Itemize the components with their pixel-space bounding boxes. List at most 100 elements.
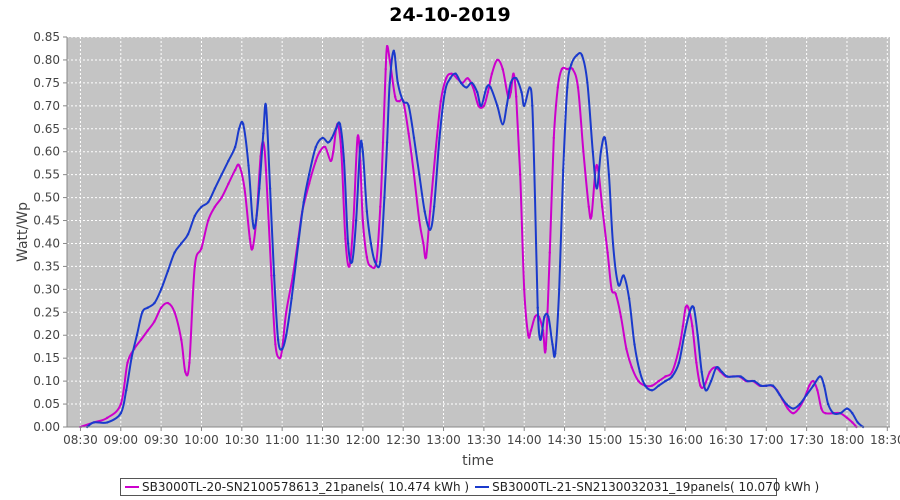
series-2-point [575, 54, 578, 57]
series-1-point [614, 292, 617, 296]
series-1-point [381, 141, 385, 144]
series-2-point [785, 402, 788, 406]
x-tick-label: 16:00 [668, 433, 703, 447]
series-2-point [856, 421, 859, 424]
series-1-point [576, 86, 580, 89]
series-2-point [220, 173, 223, 176]
series-2-point [759, 384, 763, 387]
series-2-point [839, 412, 842, 415]
series-2-point [704, 389, 707, 392]
series-2-point [670, 375, 674, 378]
series-2-point [539, 338, 542, 341]
series-2-point [258, 187, 261, 190]
series-2-point [264, 104, 268, 108]
series-2-point [683, 334, 686, 337]
series-1-point [227, 182, 230, 185]
x-tick-label: 12:30 [386, 433, 421, 447]
series-1-point [106, 416, 109, 419]
y-tick-label: 0.45 [33, 214, 60, 228]
series-1-point [146, 329, 149, 332]
series-2-point [603, 136, 607, 140]
series-1-point [560, 67, 564, 71]
series-1-point [792, 412, 795, 415]
series-2-point [251, 219, 254, 222]
series-2-point [595, 187, 598, 190]
series-2-point [531, 104, 534, 108]
series-2-point [554, 352, 557, 355]
series-2-point [423, 210, 426, 213]
series-2-point [254, 223, 257, 227]
x-tick-label: 18:30 [870, 433, 900, 447]
series-1-point [548, 251, 551, 254]
series-1-point [418, 219, 421, 222]
y-tick-label: 0.85 [33, 30, 60, 44]
series-1-point [816, 389, 819, 392]
series-2-point [418, 173, 421, 176]
series-2-point [746, 379, 749, 383]
series-1-point [519, 173, 522, 176]
series-2-point [432, 205, 436, 208]
series-1-point [348, 265, 351, 268]
series-1-point [477, 104, 480, 108]
y-tick-label: 0.30 [33, 282, 60, 296]
series-2-point [321, 136, 324, 140]
y-axis-label: Watt/Wp [15, 202, 31, 262]
series-1-point [601, 205, 604, 208]
series-1-point [393, 95, 397, 98]
series-1-point [681, 324, 685, 328]
x-tick-label: 18:00 [830, 433, 865, 447]
series-1-point [365, 256, 369, 259]
series-2-point [732, 375, 736, 378]
series-2-point [207, 201, 210, 204]
y-tick-label: 0.40 [33, 236, 60, 250]
series-1-point [691, 324, 694, 328]
series-2-point [412, 136, 416, 140]
series-2-point [720, 370, 724, 374]
series-1-point [544, 347, 547, 351]
series-1-point [188, 361, 191, 364]
series-1-point [533, 315, 537, 319]
series-1-point [625, 347, 628, 351]
series-2-point [536, 306, 539, 309]
series-2-point [523, 104, 526, 108]
series-1-point [384, 67, 387, 71]
series-1-point [501, 67, 504, 71]
series-2-point [644, 384, 647, 387]
series-2-point [465, 86, 468, 89]
series-1-point [606, 251, 609, 254]
series-1-point [180, 338, 183, 341]
x-tick-label: 15:30 [628, 433, 663, 447]
y-tick-label: 0.25 [33, 305, 60, 319]
series-2-point [485, 86, 488, 89]
series-1-point [466, 77, 469, 80]
series-2-point [454, 72, 457, 75]
series-1-point [139, 338, 143, 341]
legend-label-series-1: SB3000TL-20-SN2100578613_21panels( 10.47… [142, 480, 470, 494]
series-2-point [379, 260, 382, 263]
series-2-point [307, 173, 311, 176]
series-1-point [684, 306, 687, 309]
series-1-point [490, 72, 494, 75]
series-2-point [92, 421, 96, 424]
series-layer [79, 44, 865, 429]
series-1-point [278, 357, 281, 360]
x-tick-label: 08:30 [63, 433, 98, 447]
series-1-point [808, 384, 811, 387]
series-2-point [753, 379, 756, 383]
y-tick-label: 0.00 [33, 420, 60, 434]
series-2-point [650, 389, 654, 392]
x-tick-label: 15:00 [588, 433, 623, 447]
y-tick-label: 0.10 [33, 374, 60, 388]
x-tick-label: 10:30 [225, 433, 260, 447]
series-line-2 [86, 49, 864, 428]
x-tick-label: 12:00 [346, 433, 381, 447]
series-2-point [515, 77, 518, 80]
series-1-point [471, 86, 475, 89]
series-2-point [193, 214, 196, 218]
series-1-point [677, 347, 681, 351]
series-2-point [520, 90, 523, 94]
series-1-point [126, 361, 129, 364]
y-tick-label: 0.15 [33, 351, 60, 365]
x-tick-label: 09:30 [144, 433, 179, 447]
series-2-point [696, 334, 699, 337]
